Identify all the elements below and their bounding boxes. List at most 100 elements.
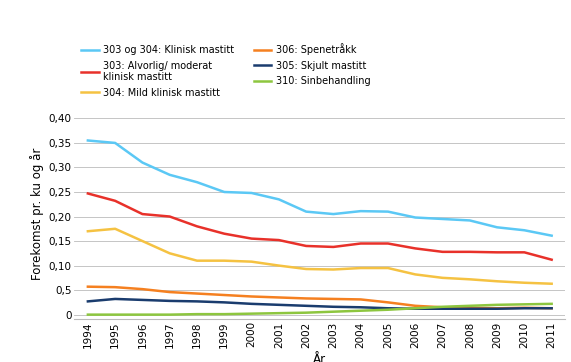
Line: 303 og 304: Klinisk mastitt: 303 og 304: Klinisk mastitt [88, 140, 552, 236]
310: Sinbehandling: (2.01e+03, 0.02): Sinbehandling: (2.01e+03, 0.02) [494, 303, 501, 307]
310: Sinbehandling: (2.01e+03, 0.013): Sinbehandling: (2.01e+03, 0.013) [412, 306, 419, 311]
305: Skjult mastitt: (2e+03, 0.016): Skjult mastitt: (2e+03, 0.016) [330, 304, 337, 309]
303: Alvorlig/ moderat
klinisk mastitt: (2.01e+03, 0.127): Alvorlig/ moderat klinisk mastitt: (2.01… [494, 250, 501, 254]
304: Mild klinisk mastitt: (2e+03, 0.092): Mild klinisk mastitt: (2e+03, 0.092) [330, 267, 337, 272]
Line: 306: Spenetråkk: 306: Spenetråkk [88, 287, 552, 308]
305: Skjult mastitt: (2.01e+03, 0.012): Skjult mastitt: (2.01e+03, 0.012) [494, 307, 501, 311]
303 og 304: Klinisk mastitt: (2e+03, 0.205): Klinisk mastitt: (2e+03, 0.205) [330, 212, 337, 216]
303 og 304: Klinisk mastitt: (2e+03, 0.248): Klinisk mastitt: (2e+03, 0.248) [248, 191, 255, 195]
303 og 304: Klinisk mastitt: (2e+03, 0.211): Klinisk mastitt: (2e+03, 0.211) [357, 209, 364, 213]
303: Alvorlig/ moderat
klinisk mastitt: (2.01e+03, 0.128): Alvorlig/ moderat klinisk mastitt: (2.01… [439, 250, 446, 254]
306: Spenetråkk: (2e+03, 0.037): Spenetråkk: (2e+03, 0.037) [248, 294, 255, 299]
303: Alvorlig/ moderat
klinisk mastitt: (2e+03, 0.205): Alvorlig/ moderat klinisk mastitt: (2e+0… [139, 212, 146, 216]
306: Spenetråkk: (1.99e+03, 0.057): Spenetråkk: (1.99e+03, 0.057) [85, 285, 91, 289]
306: Spenetråkk: (2e+03, 0.031): Spenetråkk: (2e+03, 0.031) [357, 297, 364, 302]
303 og 304: Klinisk mastitt: (2.01e+03, 0.172): Klinisk mastitt: (2.01e+03, 0.172) [521, 228, 528, 232]
310: Sinbehandling: (2e+03, 0.004): Sinbehandling: (2e+03, 0.004) [303, 311, 309, 315]
310: Sinbehandling: (2e+03, 0): Sinbehandling: (2e+03, 0) [112, 312, 119, 317]
305: Skjult mastitt: (2e+03, 0.013): Skjult mastitt: (2e+03, 0.013) [384, 306, 391, 311]
304: Mild klinisk mastitt: (2.01e+03, 0.072): Mild klinisk mastitt: (2.01e+03, 0.072) [467, 277, 473, 282]
304: Mild klinisk mastitt: (2e+03, 0.175): Mild klinisk mastitt: (2e+03, 0.175) [112, 227, 119, 231]
304: Mild klinisk mastitt: (2e+03, 0.11): Mild klinisk mastitt: (2e+03, 0.11) [221, 258, 228, 263]
305: Skjult mastitt: (2e+03, 0.018): Skjult mastitt: (2e+03, 0.018) [303, 304, 309, 308]
304: Mild klinisk mastitt: (2.01e+03, 0.065): Mild klinisk mastitt: (2.01e+03, 0.065) [521, 281, 528, 285]
305: Skjult mastitt: (2e+03, 0.032): Skjult mastitt: (2e+03, 0.032) [112, 297, 119, 301]
303: Alvorlig/ moderat
klinisk mastitt: (2e+03, 0.2): Alvorlig/ moderat klinisk mastitt: (2e+0… [166, 214, 173, 219]
310: Sinbehandling: (2e+03, 0.001): Sinbehandling: (2e+03, 0.001) [194, 312, 200, 316]
305: Skjult mastitt: (2e+03, 0.02): Skjult mastitt: (2e+03, 0.02) [275, 303, 282, 307]
306: Spenetråkk: (2e+03, 0.043): Spenetråkk: (2e+03, 0.043) [194, 291, 200, 296]
310: Sinbehandling: (2e+03, 0.01): Sinbehandling: (2e+03, 0.01) [384, 308, 391, 312]
304: Mild klinisk mastitt: (1.99e+03, 0.17): Mild klinisk mastitt: (1.99e+03, 0.17) [85, 229, 91, 233]
305: Skjult mastitt: (1.99e+03, 0.027): Skjult mastitt: (1.99e+03, 0.027) [85, 299, 91, 304]
303 og 304: Klinisk mastitt: (2.01e+03, 0.192): Klinisk mastitt: (2.01e+03, 0.192) [467, 218, 473, 223]
306: Spenetråkk: (2e+03, 0.033): Spenetråkk: (2e+03, 0.033) [303, 296, 309, 300]
303: Alvorlig/ moderat
klinisk mastitt: (2e+03, 0.145): Alvorlig/ moderat klinisk mastitt: (2e+0… [357, 241, 364, 246]
306: Spenetråkk: (2e+03, 0.035): Spenetråkk: (2e+03, 0.035) [275, 295, 282, 300]
305: Skjult mastitt: (2.01e+03, 0.013): Skjult mastitt: (2.01e+03, 0.013) [548, 306, 555, 311]
303 og 304: Klinisk mastitt: (2e+03, 0.21): Klinisk mastitt: (2e+03, 0.21) [384, 210, 391, 214]
303 og 304: Klinisk mastitt: (2.01e+03, 0.198): Klinisk mastitt: (2.01e+03, 0.198) [412, 215, 419, 220]
303: Alvorlig/ moderat
klinisk mastitt: (2e+03, 0.18): Alvorlig/ moderat klinisk mastitt: (2e+0… [194, 224, 200, 228]
305: Skjult mastitt: (2e+03, 0.028): Skjult mastitt: (2e+03, 0.028) [166, 299, 173, 303]
305: Skjult mastitt: (2e+03, 0.03): Skjult mastitt: (2e+03, 0.03) [139, 298, 146, 302]
303 og 304: Klinisk mastitt: (2e+03, 0.25): Klinisk mastitt: (2e+03, 0.25) [221, 190, 228, 194]
303: Alvorlig/ moderat
klinisk mastitt: (2e+03, 0.232): Alvorlig/ moderat klinisk mastitt: (2e+0… [112, 199, 119, 203]
303: Alvorlig/ moderat
klinisk mastitt: (2e+03, 0.155): Alvorlig/ moderat klinisk mastitt: (2e+0… [248, 236, 255, 241]
304: Mild klinisk mastitt: (2.01e+03, 0.063): Mild klinisk mastitt: (2.01e+03, 0.063) [548, 282, 555, 286]
304: Mild klinisk mastitt: (2e+03, 0.125): Mild klinisk mastitt: (2e+03, 0.125) [166, 251, 173, 256]
310: Sinbehandling: (2e+03, 0.001): Sinbehandling: (2e+03, 0.001) [221, 312, 228, 316]
304: Mild klinisk mastitt: (2.01e+03, 0.068): Mild klinisk mastitt: (2.01e+03, 0.068) [494, 279, 501, 283]
310: Sinbehandling: (2.01e+03, 0.016): Sinbehandling: (2.01e+03, 0.016) [439, 304, 446, 309]
310: Sinbehandling: (2e+03, 0): Sinbehandling: (2e+03, 0) [166, 312, 173, 317]
310: Sinbehandling: (2e+03, 0.002): Sinbehandling: (2e+03, 0.002) [248, 311, 255, 316]
303 og 304: Klinisk mastitt: (2e+03, 0.21): Klinisk mastitt: (2e+03, 0.21) [303, 210, 309, 214]
303: Alvorlig/ moderat
klinisk mastitt: (2.01e+03, 0.128): Alvorlig/ moderat klinisk mastitt: (2.01… [467, 250, 473, 254]
304: Mild klinisk mastitt: (2e+03, 0.095): Mild klinisk mastitt: (2e+03, 0.095) [357, 266, 364, 270]
303 og 304: Klinisk mastitt: (2e+03, 0.27): Klinisk mastitt: (2e+03, 0.27) [194, 180, 200, 184]
303: Alvorlig/ moderat
klinisk mastitt: (2e+03, 0.152): Alvorlig/ moderat klinisk mastitt: (2e+0… [275, 238, 282, 242]
304: Mild klinisk mastitt: (2e+03, 0.108): Mild klinisk mastitt: (2e+03, 0.108) [248, 260, 255, 264]
310: Sinbehandling: (2e+03, 0): Sinbehandling: (2e+03, 0) [139, 312, 146, 317]
303 og 304: Klinisk mastitt: (2.01e+03, 0.195): Klinisk mastitt: (2.01e+03, 0.195) [439, 217, 446, 221]
303 og 304: Klinisk mastitt: (2e+03, 0.285): Klinisk mastitt: (2e+03, 0.285) [166, 173, 173, 177]
303: Alvorlig/ moderat
klinisk mastitt: (2e+03, 0.165): Alvorlig/ moderat klinisk mastitt: (2e+0… [221, 232, 228, 236]
305: Skjult mastitt: (2.01e+03, 0.012): Skjult mastitt: (2.01e+03, 0.012) [467, 307, 473, 311]
304: Mild klinisk mastitt: (2.01e+03, 0.082): Mild klinisk mastitt: (2.01e+03, 0.082) [412, 272, 419, 277]
304: Mild klinisk mastitt: (2e+03, 0.11): Mild klinisk mastitt: (2e+03, 0.11) [194, 258, 200, 263]
303 og 304: Klinisk mastitt: (2.01e+03, 0.178): Klinisk mastitt: (2.01e+03, 0.178) [494, 225, 501, 230]
306: Spenetråkk: (2e+03, 0.032): Spenetråkk: (2e+03, 0.032) [330, 297, 337, 301]
304: Mild klinisk mastitt: (2e+03, 0.15): Mild klinisk mastitt: (2e+03, 0.15) [139, 239, 146, 243]
303 og 304: Klinisk mastitt: (2e+03, 0.31): Klinisk mastitt: (2e+03, 0.31) [139, 160, 146, 165]
310: Sinbehandling: (2e+03, 0.008): Sinbehandling: (2e+03, 0.008) [357, 308, 364, 313]
306: Spenetråkk: (2e+03, 0.046): Spenetråkk: (2e+03, 0.046) [166, 290, 173, 294]
303 og 304: Klinisk mastitt: (2.01e+03, 0.161): Klinisk mastitt: (2.01e+03, 0.161) [548, 233, 555, 238]
306: Spenetråkk: (2e+03, 0.052): Spenetråkk: (2e+03, 0.052) [139, 287, 146, 291]
305: Skjult mastitt: (2.01e+03, 0.012): Skjult mastitt: (2.01e+03, 0.012) [412, 307, 419, 311]
303: Alvorlig/ moderat
klinisk mastitt: (2.01e+03, 0.127): Alvorlig/ moderat klinisk mastitt: (2.01… [521, 250, 528, 254]
Legend: 303 og 304: Klinisk mastitt, 303: Alvorlig/ moderat
klinisk mastitt, 304: Mild k: 303 og 304: Klinisk mastitt, 303: Alvorl… [79, 42, 373, 100]
304: Mild klinisk mastitt: (2e+03, 0.1): Mild klinisk mastitt: (2e+03, 0.1) [275, 264, 282, 268]
Y-axis label: Forekomst pr. ku og år: Forekomst pr. ku og år [30, 147, 44, 280]
303: Alvorlig/ moderat
klinisk mastitt: (2.01e+03, 0.112): Alvorlig/ moderat klinisk mastitt: (2.01… [548, 257, 555, 262]
305: Skjult mastitt: (2e+03, 0.015): Skjult mastitt: (2e+03, 0.015) [357, 305, 364, 310]
303: Alvorlig/ moderat
klinisk mastitt: (2e+03, 0.138): Alvorlig/ moderat klinisk mastitt: (2e+0… [330, 245, 337, 249]
304: Mild klinisk mastitt: (2e+03, 0.095): Mild klinisk mastitt: (2e+03, 0.095) [384, 266, 391, 270]
306: Spenetråkk: (2.01e+03, 0.014): Spenetråkk: (2.01e+03, 0.014) [521, 306, 528, 310]
303 og 304: Klinisk mastitt: (2e+03, 0.235): Klinisk mastitt: (2e+03, 0.235) [275, 197, 282, 202]
X-axis label: År: År [313, 353, 326, 362]
306: Spenetråkk: (2e+03, 0.056): Spenetråkk: (2e+03, 0.056) [112, 285, 119, 289]
306: Spenetråkk: (2e+03, 0.025): Spenetråkk: (2e+03, 0.025) [384, 300, 391, 304]
310: Sinbehandling: (2.01e+03, 0.021): Sinbehandling: (2.01e+03, 0.021) [521, 302, 528, 307]
310: Sinbehandling: (2e+03, 0.003): Sinbehandling: (2e+03, 0.003) [275, 311, 282, 315]
310: Sinbehandling: (2.01e+03, 0.018): Sinbehandling: (2.01e+03, 0.018) [467, 304, 473, 308]
306: Spenetråkk: (2e+03, 0.04): Spenetråkk: (2e+03, 0.04) [221, 293, 228, 297]
303: Alvorlig/ moderat
klinisk mastitt: (2.01e+03, 0.135): Alvorlig/ moderat klinisk mastitt: (2.01… [412, 246, 419, 251]
306: Spenetråkk: (2.01e+03, 0.015): Spenetråkk: (2.01e+03, 0.015) [439, 305, 446, 310]
Line: 305: Skjult mastitt: 305: Skjult mastitt [88, 299, 552, 309]
305: Skjult mastitt: (2.01e+03, 0.012): Skjult mastitt: (2.01e+03, 0.012) [439, 307, 446, 311]
306: Spenetråkk: (2.01e+03, 0.014): Spenetråkk: (2.01e+03, 0.014) [467, 306, 473, 310]
305: Skjult mastitt: (2e+03, 0.025): Skjult mastitt: (2e+03, 0.025) [221, 300, 228, 304]
303: Alvorlig/ moderat
klinisk mastitt: (2e+03, 0.145): Alvorlig/ moderat klinisk mastitt: (2e+0… [384, 241, 391, 246]
304: Mild klinisk mastitt: (2.01e+03, 0.075): Mild klinisk mastitt: (2.01e+03, 0.075) [439, 276, 446, 280]
